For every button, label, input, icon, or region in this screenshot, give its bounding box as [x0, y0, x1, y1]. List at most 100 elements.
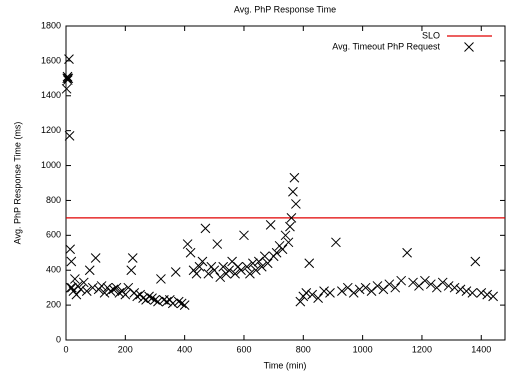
- marker-stroke: [449, 282, 460, 293]
- point: [66, 256, 77, 267]
- y-tick-label: 1600: [41, 55, 61, 65]
- point: [259, 251, 270, 262]
- marker-stroke: [65, 282, 76, 293]
- point: [108, 284, 119, 295]
- marker-stroke: [372, 281, 383, 291]
- point: [360, 282, 371, 293]
- marker-stroke: [271, 247, 282, 258]
- plot-frame: [65, 25, 506, 341]
- point: [144, 291, 154, 302]
- marker-stroke: [67, 282, 77, 293]
- marker-stroke: [96, 281, 107, 291]
- marker-stroke: [384, 279, 395, 290]
- y-tick-label: 400: [46, 265, 61, 275]
- marker-stroke: [313, 293, 323, 303]
- point: [280, 230, 291, 241]
- marker-stroke: [396, 275, 407, 286]
- point: [200, 223, 211, 234]
- point: [197, 256, 208, 267]
- marker-stroke: [87, 282, 98, 293]
- point: [461, 286, 472, 297]
- marker-stroke: [182, 239, 193, 249]
- y-tick-label: 0: [56, 334, 61, 344]
- marker-stroke: [191, 268, 202, 279]
- marker-stroke: [167, 298, 178, 309]
- marker-stroke: [488, 291, 498, 302]
- point: [455, 284, 466, 295]
- marker-stroke: [420, 275, 430, 286]
- marker-stroke: [63, 73, 74, 84]
- point: [236, 265, 246, 276]
- marker-stroke: [62, 71, 73, 82]
- point: [265, 220, 276, 230]
- marker-stroke: [203, 268, 214, 279]
- marker-stroke: [209, 265, 220, 276]
- y-tick-label: 600: [46, 230, 61, 240]
- marker-stroke: [283, 237, 294, 248]
- marker-stroke: [215, 272, 226, 283]
- marker-stroke: [245, 268, 255, 279]
- marker-stroke: [153, 296, 163, 307]
- marker-stroke: [304, 258, 315, 269]
- point: [337, 286, 347, 297]
- point: [194, 261, 205, 272]
- point: [288, 186, 298, 197]
- chart-title: Avg. PhP Response Time: [234, 4, 336, 14]
- marker-stroke: [105, 286, 116, 297]
- legend-swatch: [464, 42, 474, 52]
- point: [224, 265, 234, 276]
- point: [277, 244, 288, 255]
- x-tick-label: 600: [236, 344, 251, 354]
- point: [138, 293, 148, 303]
- x-tick-label: 200: [118, 344, 133, 354]
- point: [212, 239, 223, 249]
- marker-stroke: [161, 296, 172, 307]
- point: [96, 281, 107, 291]
- marker-stroke: [120, 289, 131, 300]
- point: [425, 279, 436, 290]
- marker-stroke: [194, 261, 205, 272]
- point: [90, 253, 101, 263]
- point: [301, 288, 312, 298]
- marker-stroke: [402, 247, 412, 258]
- marker-stroke: [230, 268, 240, 279]
- point: [467, 288, 478, 298]
- point: [111, 282, 122, 293]
- point: [147, 293, 157, 303]
- point: [325, 288, 335, 298]
- marker-stroke: [170, 267, 181, 277]
- point: [126, 265, 137, 276]
- point: [65, 244, 76, 255]
- point: [396, 275, 407, 286]
- marker-stroke: [185, 247, 196, 258]
- point: [132, 291, 143, 302]
- point: [256, 261, 267, 272]
- point: [161, 296, 172, 307]
- point: [209, 265, 220, 276]
- point: [105, 286, 116, 297]
- point: [62, 71, 73, 82]
- marker-stroke: [437, 277, 448, 288]
- x-tick-label: 800: [296, 344, 311, 354]
- marker-stroke: [467, 288, 478, 298]
- point: [191, 268, 202, 279]
- marker-stroke: [147, 293, 157, 303]
- marker-stroke: [62, 75, 73, 85]
- point: [153, 296, 163, 307]
- point: [286, 213, 297, 223]
- marker-stroke: [126, 265, 137, 276]
- marker-stroke: [84, 265, 95, 276]
- marker-stroke: [66, 256, 77, 267]
- marker-stroke: [71, 289, 82, 300]
- x-tick-label: 1400: [471, 344, 491, 354]
- point: [408, 277, 418, 288]
- marker-stroke: [289, 172, 300, 183]
- legend-label: Avg. Timeout PhP Request: [332, 41, 440, 51]
- legend-label: SLO: [422, 30, 440, 40]
- point: [476, 288, 487, 298]
- marker-stroke: [64, 54, 74, 64]
- y-tick-label: 200: [46, 299, 61, 309]
- x-tick-label: 400: [177, 344, 192, 354]
- point: [384, 279, 395, 290]
